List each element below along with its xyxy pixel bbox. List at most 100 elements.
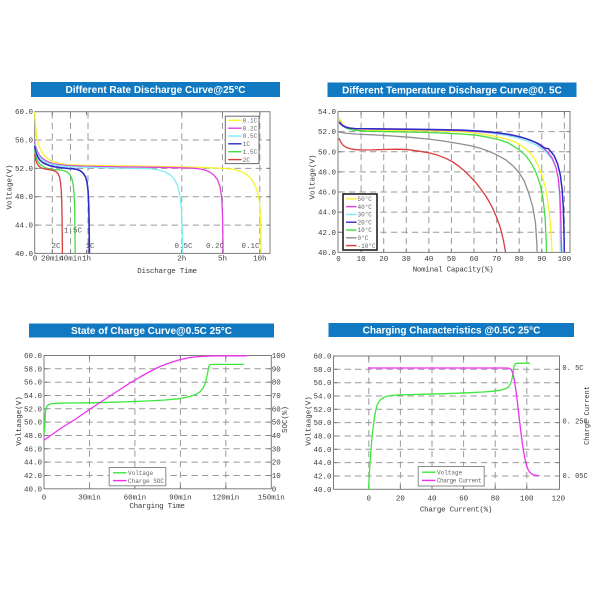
svg-text:1h: 1h xyxy=(82,256,91,264)
svg-text:SOC(%): SOC(%) xyxy=(282,406,290,433)
svg-text:-10°C: -10°C xyxy=(358,243,376,250)
svg-text:1C: 1C xyxy=(85,243,95,251)
svg-text:0.2C: 0.2C xyxy=(243,125,258,132)
svg-text:0°C: 0°C xyxy=(358,235,369,242)
svg-text:150min: 150min xyxy=(258,494,285,502)
svg-text:44.0: 44.0 xyxy=(318,210,337,218)
svg-text:40.0: 40.0 xyxy=(313,487,332,495)
svg-text:80: 80 xyxy=(515,256,525,264)
svg-text:20min: 20min xyxy=(41,256,64,264)
svg-text:40.0: 40.0 xyxy=(15,251,34,259)
svg-text:30: 30 xyxy=(402,256,412,264)
svg-text:0: 0 xyxy=(272,486,277,494)
svg-text:40: 40 xyxy=(427,496,437,504)
svg-text:0. 5C: 0. 5C xyxy=(563,365,584,373)
svg-text:40min: 40min xyxy=(59,256,82,264)
svg-text:2C: 2C xyxy=(51,243,61,251)
svg-text:0: 0 xyxy=(42,494,47,502)
svg-text:10°C: 10°C xyxy=(358,227,373,234)
svg-text:50.0: 50.0 xyxy=(24,420,43,428)
svg-text:56.0: 56.0 xyxy=(24,380,43,388)
svg-text:20: 20 xyxy=(396,496,406,504)
svg-text:48.0: 48.0 xyxy=(313,434,332,442)
svg-text:Different Rate Discharge Curve: Different Rate Discharge Curve@25°C xyxy=(66,85,246,96)
svg-text:58.0: 58.0 xyxy=(24,366,43,374)
svg-text:100: 100 xyxy=(558,256,572,264)
svg-text:60min: 60min xyxy=(124,494,147,502)
svg-text:Voltage(V): Voltage(V) xyxy=(7,164,15,209)
svg-text:1.5C: 1.5C xyxy=(243,149,258,156)
svg-text:Different Temperature Discharg: Different Temperature Discharge Curve@0.… xyxy=(342,85,562,96)
svg-text:20: 20 xyxy=(379,256,389,264)
svg-text:State of Charge Curve@0.5C 25°: State of Charge Curve@0.5C 25°C xyxy=(71,326,232,337)
svg-text:60.0: 60.0 xyxy=(313,354,332,362)
svg-text:80: 80 xyxy=(491,496,501,504)
svg-text:20: 20 xyxy=(272,460,282,468)
svg-text:52.0: 52.0 xyxy=(24,406,43,414)
svg-text:Charge Current: Charge Current xyxy=(584,386,592,445)
svg-text:56.0: 56.0 xyxy=(15,138,34,146)
svg-text:Nominal Capacity(%): Nominal Capacity(%) xyxy=(413,266,494,274)
svg-text:46.0: 46.0 xyxy=(313,447,332,455)
svg-text:52.0: 52.0 xyxy=(313,407,332,415)
svg-text:42.0: 42.0 xyxy=(318,230,337,238)
svg-text:52.0: 52.0 xyxy=(318,129,337,137)
svg-text:20°C: 20°C xyxy=(358,219,373,226)
svg-text:90min: 90min xyxy=(169,494,192,502)
svg-text:44.0: 44.0 xyxy=(15,223,34,231)
svg-text:40.0: 40.0 xyxy=(318,250,337,258)
svg-text:40: 40 xyxy=(424,256,434,264)
svg-text:30min: 30min xyxy=(78,494,101,502)
svg-text:120min: 120min xyxy=(212,494,239,502)
svg-text:40°C: 40°C xyxy=(358,204,373,211)
svg-text:Discharge Time: Discharge Time xyxy=(137,268,197,276)
svg-text:46.0: 46.0 xyxy=(24,446,43,454)
svg-text:42.0: 42.0 xyxy=(313,474,332,482)
svg-text:46.0: 46.0 xyxy=(318,190,337,198)
svg-text:1.5C: 1.5C xyxy=(64,228,83,236)
svg-text:50: 50 xyxy=(272,420,282,428)
svg-text:0: 0 xyxy=(367,496,372,504)
svg-text:Voltaage(V): Voltaage(V) xyxy=(306,396,314,446)
svg-text:0.1C: 0.1C xyxy=(241,243,260,251)
svg-text:56.0: 56.0 xyxy=(313,380,332,388)
svg-text:0.5C: 0.5C xyxy=(243,133,258,140)
svg-text:54.0: 54.0 xyxy=(313,394,332,402)
svg-text:30: 30 xyxy=(272,446,282,454)
svg-text:2h: 2h xyxy=(177,256,186,264)
svg-text:70: 70 xyxy=(272,393,282,401)
svg-text:60: 60 xyxy=(469,256,479,264)
svg-text:Charging Characteristics @0.5C: Charging Characteristics @0.5C 25°C xyxy=(363,326,541,337)
svg-text:Charge Current(%): Charge Current(%) xyxy=(420,507,492,515)
svg-text:10h: 10h xyxy=(253,256,267,264)
svg-text:Voltage: Voltage xyxy=(128,470,154,477)
svg-text:40: 40 xyxy=(272,433,282,441)
svg-text:0. 25C: 0. 25C xyxy=(563,419,588,427)
svg-text:2C: 2C xyxy=(243,157,251,164)
svg-text:10: 10 xyxy=(272,473,282,481)
svg-text:0: 0 xyxy=(33,256,38,264)
svg-text:70: 70 xyxy=(492,256,502,264)
svg-text:100: 100 xyxy=(272,353,286,361)
svg-text:58.0: 58.0 xyxy=(313,367,332,375)
svg-text:52.0: 52.0 xyxy=(15,166,34,174)
svg-text:100: 100 xyxy=(520,496,534,504)
svg-text:Voltage(V): Voltage(V) xyxy=(310,154,318,199)
svg-text:5h: 5h xyxy=(218,256,227,264)
svg-text:Charge Current: Charge Current xyxy=(437,478,481,485)
svg-text:0: 0 xyxy=(336,256,341,264)
svg-text:54.0: 54.0 xyxy=(24,393,43,401)
svg-text:48.0: 48.0 xyxy=(318,169,337,177)
svg-text:0.1C: 0.1C xyxy=(243,118,258,125)
svg-text:90: 90 xyxy=(272,366,282,374)
svg-text:0.5C: 0.5C xyxy=(174,243,193,251)
svg-text:Charging Time: Charging Time xyxy=(129,503,184,511)
svg-text:50.0: 50.0 xyxy=(313,420,332,428)
svg-text:50.0: 50.0 xyxy=(318,149,337,157)
svg-text:44.0: 44.0 xyxy=(24,460,43,468)
svg-text:48.0: 48.0 xyxy=(24,433,43,441)
svg-text:Voltage: Voltage xyxy=(437,469,463,476)
svg-text:44.0: 44.0 xyxy=(313,460,332,468)
svg-text:54.0: 54.0 xyxy=(318,109,337,117)
svg-text:60: 60 xyxy=(459,496,469,504)
